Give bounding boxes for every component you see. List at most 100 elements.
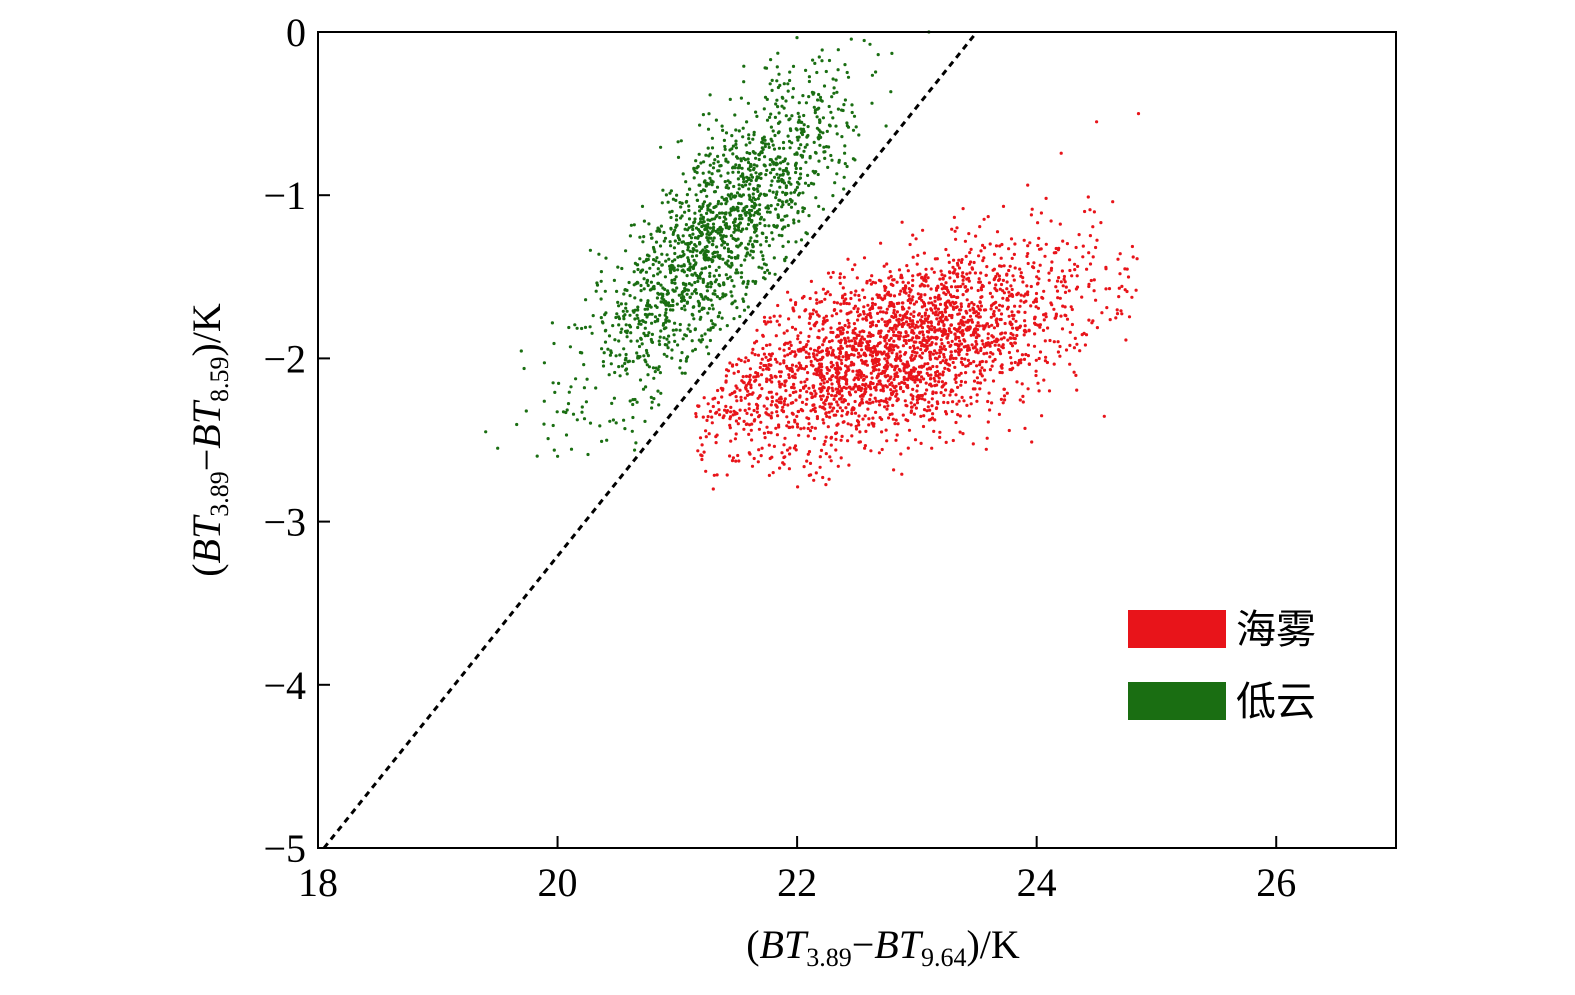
data-point — [968, 314, 973, 318]
data-point — [737, 187, 741, 191]
data-point — [556, 454, 560, 458]
data-point — [641, 319, 645, 323]
data-point — [715, 250, 720, 254]
y-label-term2: BT — [184, 399, 229, 448]
data-point — [624, 367, 629, 371]
data-point — [883, 284, 887, 288]
data-point — [892, 308, 896, 312]
data-point — [1015, 333, 1019, 338]
data-point — [978, 360, 982, 364]
data-point — [972, 379, 977, 383]
data-point — [841, 326, 845, 330]
data-point — [870, 297, 875, 301]
data-point — [946, 401, 950, 405]
data-point — [685, 274, 689, 278]
data-point — [535, 454, 539, 458]
data-point — [782, 402, 787, 407]
data-point — [582, 417, 587, 421]
data-point — [515, 422, 519, 427]
data-point — [1019, 274, 1023, 278]
data-point — [793, 327, 798, 331]
data-point — [770, 352, 775, 356]
data-point — [925, 371, 929, 375]
data-point — [877, 306, 881, 310]
data-point — [887, 355, 891, 359]
data-point — [694, 193, 698, 197]
data-point — [671, 303, 675, 308]
data-point — [985, 351, 989, 355]
data-point — [986, 215, 990, 219]
data-point — [629, 339, 633, 343]
data-point — [989, 315, 993, 319]
data-point — [643, 326, 647, 330]
data-point — [821, 319, 826, 323]
data-point — [935, 357, 939, 361]
data-point — [648, 266, 652, 270]
data-point — [765, 343, 769, 347]
data-point — [802, 206, 807, 211]
data-point — [803, 380, 807, 384]
data-point — [730, 250, 734, 254]
data-point — [1033, 317, 1037, 321]
data-point — [907, 294, 911, 298]
data-point — [552, 341, 556, 346]
data-point — [880, 447, 884, 452]
data-point — [733, 299, 737, 303]
data-point — [866, 303, 870, 307]
data-point — [821, 475, 825, 480]
y-tick-label: −1 — [263, 173, 306, 218]
data-point — [932, 376, 936, 380]
data-point — [751, 196, 756, 200]
data-point — [747, 176, 751, 180]
data-point — [662, 239, 666, 243]
data-point — [871, 381, 875, 386]
data-point — [754, 371, 758, 375]
data-point — [1032, 344, 1037, 348]
data-point — [1037, 389, 1041, 393]
data-point — [835, 375, 839, 379]
data-point — [1085, 267, 1089, 271]
y-tick-label: −3 — [263, 500, 306, 545]
data-point — [910, 328, 914, 332]
data-point — [981, 243, 985, 247]
data-point — [778, 173, 782, 177]
data-point — [733, 437, 738, 441]
data-point — [678, 366, 682, 370]
data-point — [775, 405, 779, 409]
data-point — [758, 383, 762, 387]
data-point — [944, 292, 948, 296]
data-point — [979, 249, 983, 253]
data-point — [840, 414, 844, 418]
data-point — [744, 254, 748, 258]
data-point — [907, 338, 911, 343]
data-point — [896, 422, 900, 426]
data-point — [941, 373, 945, 377]
data-point — [722, 220, 726, 224]
data-point — [959, 260, 964, 264]
data-point — [720, 211, 724, 215]
data-point — [687, 226, 691, 230]
data-point — [793, 302, 798, 307]
data-point — [1075, 274, 1079, 278]
data-point — [739, 157, 743, 161]
data-point — [858, 394, 863, 398]
data-point — [1026, 244, 1030, 248]
data-point — [745, 151, 749, 155]
data-point — [861, 317, 865, 321]
data-point — [752, 408, 756, 413]
data-point — [769, 183, 773, 187]
data-point — [931, 390, 935, 394]
data-point — [693, 211, 697, 215]
data-point — [868, 278, 872, 282]
data-point — [911, 336, 915, 340]
data-point — [948, 293, 953, 297]
data-point — [978, 280, 982, 284]
data-point — [977, 312, 981, 316]
data-point — [885, 342, 889, 346]
data-point — [809, 347, 813, 351]
data-point — [777, 380, 781, 384]
data-point — [837, 160, 841, 164]
data-point — [935, 286, 939, 290]
data-point — [777, 111, 781, 115]
data-point — [1009, 237, 1014, 241]
